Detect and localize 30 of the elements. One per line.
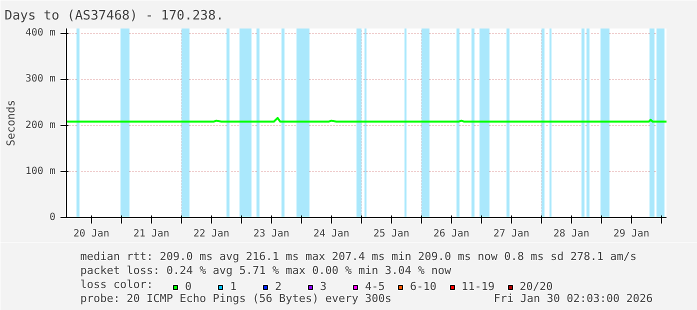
text: Fri Jan 30 02:03:00 2026	[494, 292, 653, 305]
text: median rtt: 209.0 ms avg 216.1 ms max 207.4 ms min 209.0 ms now 0.8 ms sd 278.1 am/s	[80, 250, 637, 263]
legend-label: 3	[320, 280, 328, 293]
x-tick-label: 26 Jan	[433, 228, 470, 240]
text: probe: 20 ICMP Echo Pings (56 Bytes) every 300s	[80, 292, 392, 305]
legend-label: 11-19	[462, 280, 495, 293]
x-tick-label: 25 Jan	[373, 228, 410, 240]
x-tick-label: 28 Jan	[553, 228, 590, 240]
legend-label: 0	[185, 280, 193, 293]
legend-label: 4-5	[365, 280, 385, 293]
legend-label: 1	[230, 280, 238, 293]
x-tick-label: 22 Jan	[193, 228, 230, 240]
y-tick-label: 200 m	[25, 120, 56, 131]
y-tick-label: 0	[49, 212, 56, 223]
legend-label: 20/20	[520, 280, 553, 293]
y-axis-title: Seconds	[4, 100, 18, 146]
y-tick-label: 300 m	[25, 74, 56, 85]
x-tick-label: 24 Jan	[313, 228, 350, 240]
x-tick-label: 21 Jan	[133, 228, 170, 240]
y-tick-label: 100 m	[25, 166, 56, 177]
x-tick-label: 23 Jan	[253, 228, 290, 240]
legend-title: loss color:	[80, 278, 154, 291]
y-tick-label: 400 m	[25, 28, 56, 39]
x-tick-label: 20 Jan	[73, 228, 110, 240]
x-tick-label: 27 Jan	[493, 228, 530, 240]
chart-title: Days to (AS37468) - 170.238.	[4, 8, 224, 24]
legend-label: 6-10	[410, 280, 436, 293]
text: packet loss: 0.24 % avg 5.71 % max 0.00 % min 3.04 % now	[80, 264, 452, 277]
legend-label: 2	[275, 280, 283, 293]
x-tick-label: 29 Jan	[613, 228, 650, 240]
